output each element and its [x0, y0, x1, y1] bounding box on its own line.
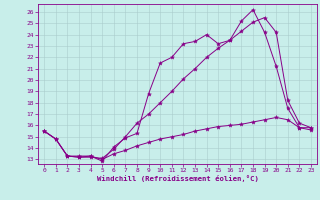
X-axis label: Windchill (Refroidissement éolien,°C): Windchill (Refroidissement éolien,°C) — [97, 175, 259, 182]
